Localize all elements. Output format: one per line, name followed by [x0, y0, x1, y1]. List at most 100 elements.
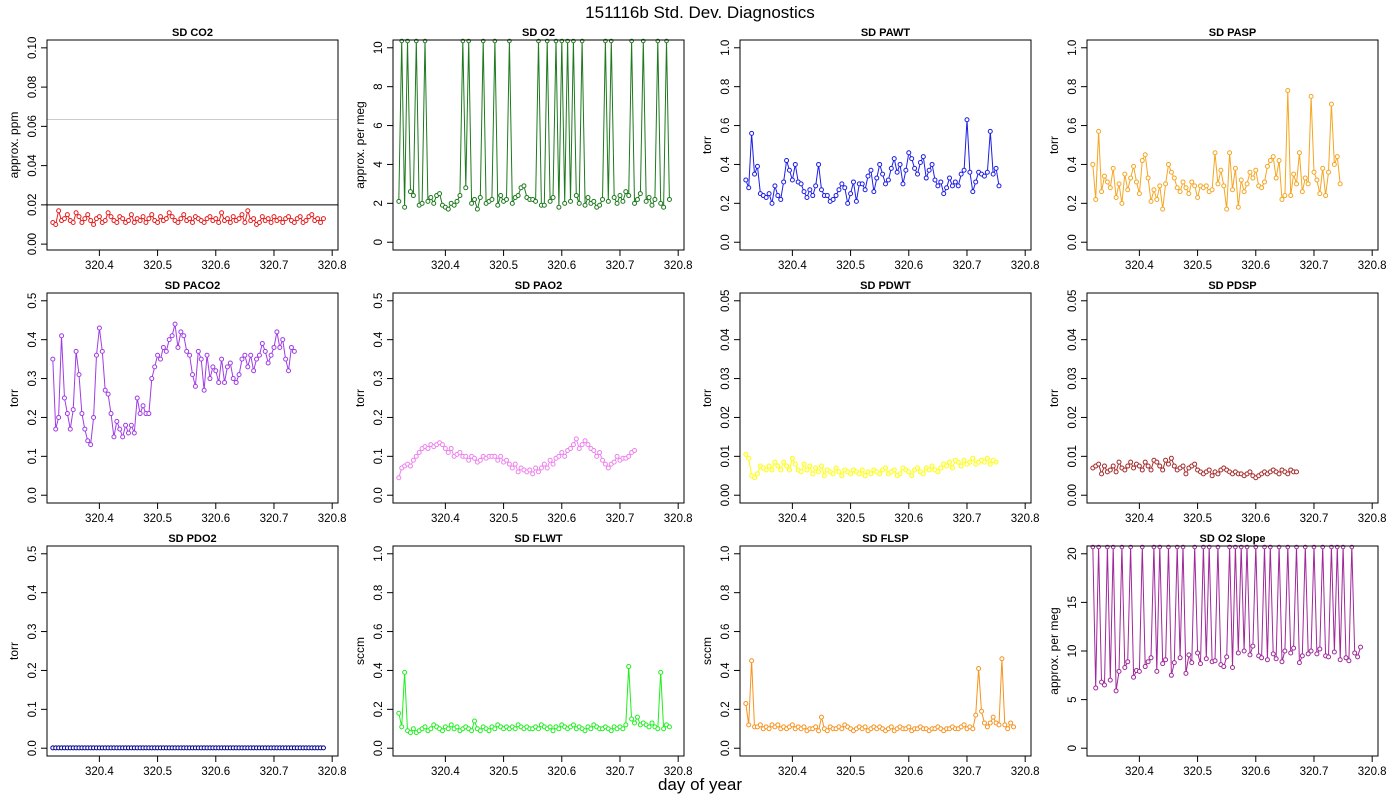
data-point [157, 356, 163, 362]
data-point [181, 333, 187, 339]
data-point [91, 221, 97, 227]
plot-frame [739, 292, 1032, 504]
data-point [993, 459, 999, 465]
y-tick-label: 0.0 [373, 487, 385, 503]
data-point [152, 364, 158, 370]
x-tick-label: 320.5 [836, 766, 865, 778]
data-point [743, 451, 749, 457]
data-point [85, 212, 91, 218]
x-tick-label: 320.8 [318, 513, 347, 525]
panel-title: SD PDWT [860, 280, 911, 292]
data-point [1296, 150, 1302, 156]
data-point [498, 453, 504, 459]
data-point [1177, 655, 1183, 661]
data-point [981, 720, 987, 726]
plot-frame [1086, 292, 1379, 504]
data-point [1346, 658, 1352, 664]
data-point [789, 455, 795, 461]
x-tick-label: 320.8 [318, 766, 347, 778]
data-point [1154, 668, 1160, 674]
data-point [128, 212, 134, 218]
data-point [463, 185, 469, 191]
data-point [579, 442, 585, 448]
data-point [976, 666, 982, 671]
data-point [1337, 657, 1343, 663]
x-tick-label: 320.8 [1011, 513, 1040, 525]
data-point [1203, 183, 1209, 189]
data-point [79, 220, 85, 226]
data-point [1294, 469, 1300, 475]
data-point [1165, 461, 1171, 467]
data-point [570, 442, 576, 448]
y-tick-label: 0.3 [373, 371, 385, 387]
data-point [1101, 682, 1107, 688]
data-point [1180, 179, 1186, 185]
data-point [175, 220, 181, 226]
data-point [1296, 660, 1302, 666]
data-point [1142, 152, 1148, 158]
data-point [1131, 465, 1137, 471]
data-point [471, 455, 477, 461]
data-point [944, 185, 950, 191]
x-tick-label: 320.5 [143, 260, 172, 272]
data-point [495, 202, 501, 208]
data-point [666, 724, 672, 730]
data-point [833, 193, 839, 199]
data-point [1253, 167, 1259, 173]
data-point [466, 457, 472, 463]
y-tick-label: 0.0 [1067, 234, 1079, 250]
data-point [859, 181, 865, 187]
data-point [102, 387, 108, 393]
y-tick-label: 0.4 [720, 662, 732, 679]
y-tick-label: 0.03 [720, 367, 732, 389]
data-point [1195, 650, 1201, 656]
data-point [915, 465, 921, 471]
y-axis-label: torr [7, 389, 21, 407]
data-point [67, 426, 73, 432]
data-point [970, 726, 976, 732]
data-point [274, 329, 280, 335]
data-point [1276, 158, 1282, 164]
data-point [597, 202, 603, 208]
data-point [128, 422, 134, 428]
y-tick-label: 0.0 [373, 740, 385, 756]
y-tick-label: 0.0 [27, 487, 39, 503]
data-point [778, 467, 784, 473]
data-point [410, 193, 416, 199]
data-point [996, 183, 1002, 189]
y-tick-label: 0.0 [720, 234, 732, 250]
data-point [1107, 677, 1113, 683]
x-tick-label: 320.6 [547, 513, 576, 525]
data-point [813, 183, 819, 189]
data-point [227, 220, 233, 226]
data-point [503, 196, 509, 202]
data-point [816, 728, 822, 734]
y-axis-label: torr [1047, 389, 1061, 407]
data-point [521, 183, 527, 189]
data-point [140, 214, 146, 220]
data-point [862, 724, 868, 730]
data-point [784, 463, 790, 469]
data-point [533, 198, 539, 204]
x-tick-label: 320.4 [1125, 513, 1154, 525]
data-point [1145, 175, 1151, 181]
plot-frame [392, 292, 685, 504]
data-point [1326, 169, 1332, 175]
data-point [661, 204, 667, 210]
data-point [242, 352, 248, 358]
y-tick-label: 0.5 [27, 546, 39, 562]
data-point [955, 459, 961, 465]
data-point [1110, 165, 1116, 171]
data-point [614, 453, 620, 459]
data-point [88, 218, 94, 224]
data-point [637, 191, 643, 197]
data-point [503, 457, 509, 463]
data-point [108, 214, 114, 220]
data-point [248, 352, 254, 358]
data-point [56, 414, 62, 420]
data-point [1294, 181, 1300, 187]
data-point [961, 722, 967, 728]
data-point [227, 360, 233, 366]
data-point [277, 216, 283, 222]
data-point [743, 701, 749, 706]
